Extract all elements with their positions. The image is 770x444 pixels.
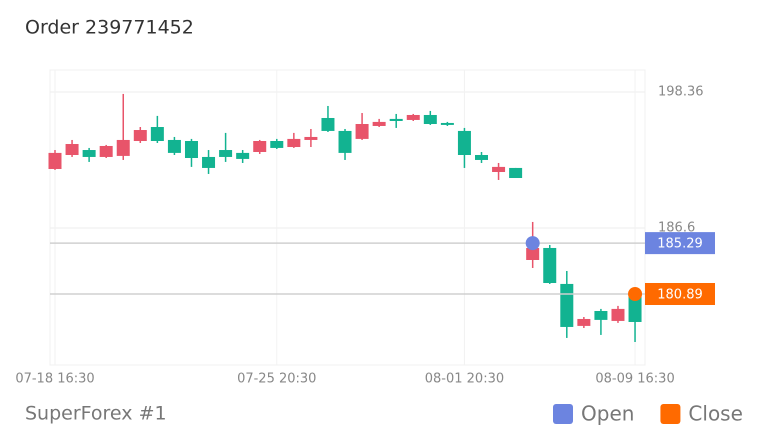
candle-body	[406, 114, 420, 120]
candle-body	[202, 156, 216, 168]
source-label: SuperForex #1	[25, 403, 167, 425]
x-tick-label: 07-18 16:30	[15, 372, 94, 387]
candle-body	[321, 117, 335, 131]
candle-body	[457, 130, 471, 155]
candle-body	[389, 118, 403, 121]
candle-body	[82, 150, 96, 157]
y-tick-label: 198.36	[658, 84, 704, 99]
candle-body	[423, 114, 437, 125]
candle-body	[116, 139, 130, 156]
plot-frame	[49, 69, 646, 366]
candle-body	[338, 130, 352, 153]
candle-body	[372, 121, 386, 126]
price-box	[645, 282, 715, 305]
candle-body	[65, 144, 79, 155]
candle-body	[133, 130, 147, 142]
candle-body	[219, 150, 233, 157]
candle-body	[440, 122, 454, 125]
candle-body	[287, 138, 301, 148]
price-label: 185.29	[657, 237, 703, 252]
marker-dot	[628, 286, 643, 301]
candle-body	[184, 141, 198, 159]
candle-body	[594, 310, 608, 320]
x-tick-label: 08-09 16:30	[595, 372, 674, 387]
candle-body	[560, 283, 574, 327]
candle-body	[526, 247, 540, 260]
legend-swatch	[553, 404, 573, 424]
candle-body	[475, 154, 488, 160]
x-tick-label: 08-01 20:30	[425, 372, 504, 387]
legend-label: Open	[581, 402, 634, 426]
candle-body	[509, 167, 523, 179]
marker-dot	[525, 236, 540, 251]
candle-body	[543, 247, 557, 284]
candle-body	[628, 294, 642, 322]
x-tick-label: 07-25 20:30	[237, 372, 316, 387]
candle-body	[236, 152, 250, 159]
candle-body	[150, 127, 164, 142]
candle-body	[48, 152, 62, 169]
chart-title: Order 239771452	[25, 17, 194, 39]
candle-body	[167, 139, 181, 153]
y-tick-label: 186.6	[658, 220, 695, 235]
candle-body	[492, 166, 506, 172]
legend-label: Close	[688, 402, 742, 426]
price-box	[645, 232, 715, 255]
candle-body	[253, 141, 267, 152]
price-label: 180.89	[657, 287, 703, 302]
candle-body	[304, 136, 318, 140]
legend-swatch	[660, 404, 681, 424]
candle-body	[611, 308, 625, 321]
candle-body	[99, 145, 113, 157]
candle-body	[577, 318, 591, 326]
candle-body	[270, 141, 284, 148]
candle-body	[355, 124, 369, 139]
